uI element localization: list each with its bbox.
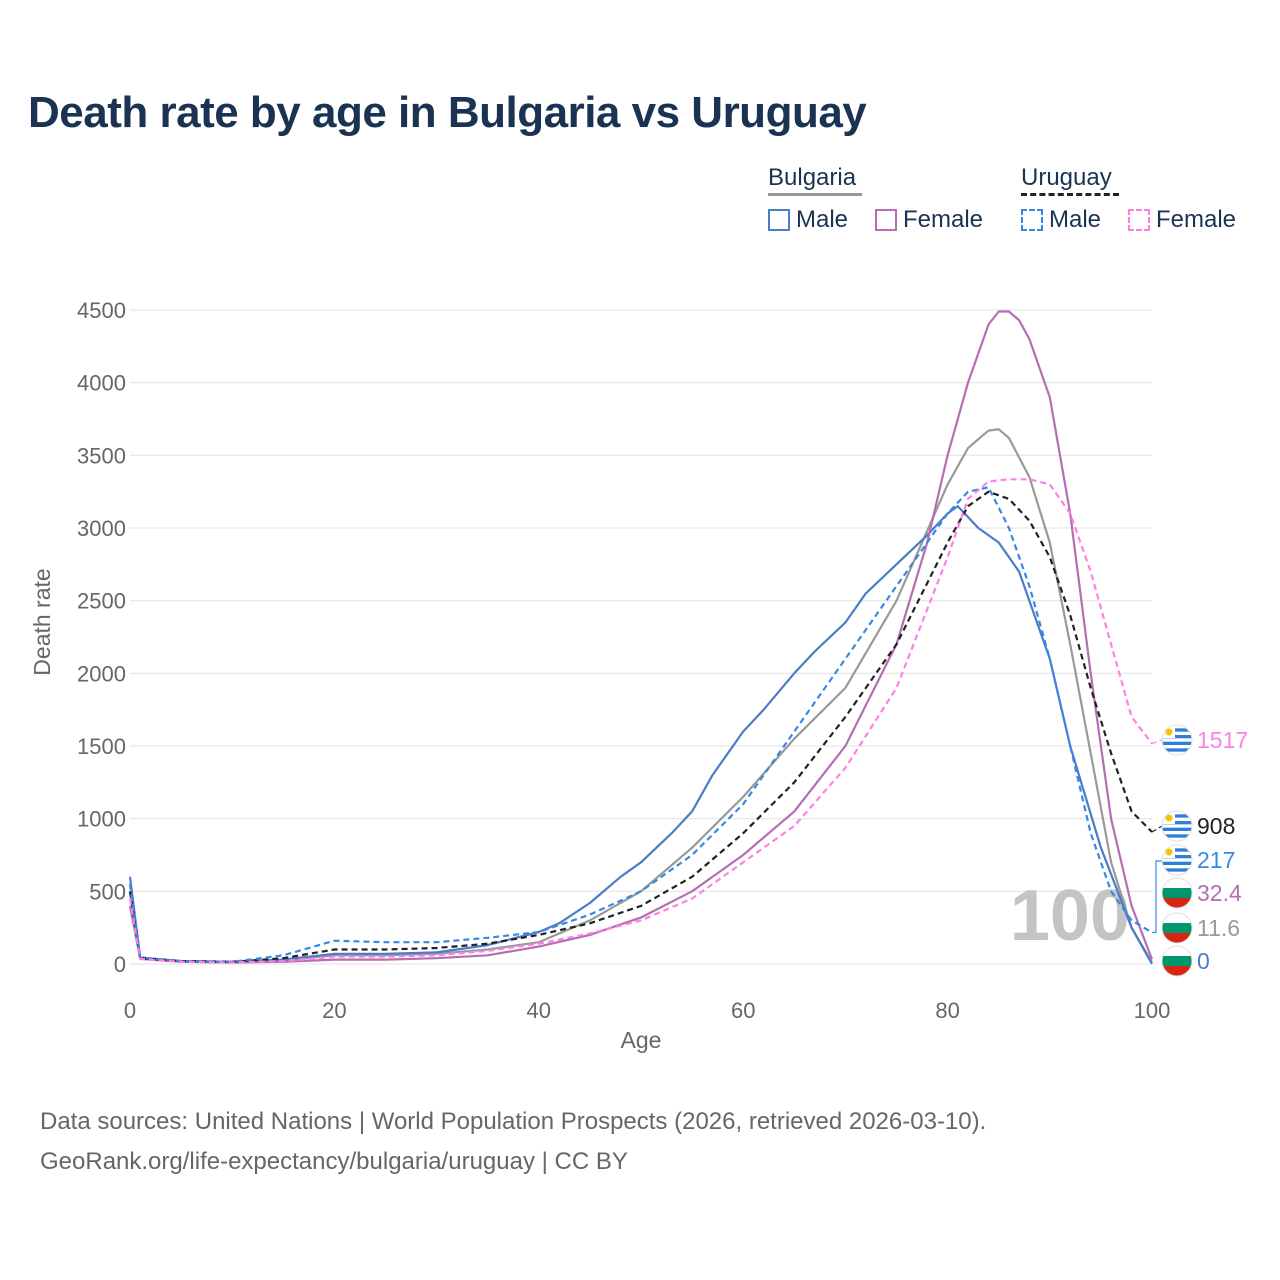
year-annotation: 100 bbox=[1010, 876, 1130, 956]
end-label-bg_female: 32.4 bbox=[1197, 880, 1242, 906]
legend-country-bulgaria: Bulgaria bbox=[768, 164, 857, 191]
legend-label: Female bbox=[903, 206, 984, 233]
bulgaria-flag-icon bbox=[1161, 945, 1193, 977]
y-tick-label: 2000 bbox=[77, 661, 126, 686]
legend-item-uruguay-male[interactable]: Male bbox=[1021, 206, 1101, 234]
legend-label: Female bbox=[1156, 206, 1237, 233]
source-line-2: GeoRank.org/life-expectancy/bulgaria/uru… bbox=[40, 1148, 628, 1175]
x-tick-label: 60 bbox=[731, 998, 755, 1023]
x-tick-label: 20 bbox=[322, 998, 346, 1023]
bulgaria-flag-icon bbox=[1161, 877, 1193, 909]
x-tick-label: 40 bbox=[527, 998, 551, 1023]
legend-swatch-icon bbox=[1021, 209, 1043, 231]
series-line-uy_male bbox=[128, 486, 1153, 963]
bulgaria-flag-icon bbox=[1161, 912, 1193, 944]
legend-item-bulgaria-female[interactable]: Female bbox=[875, 206, 983, 234]
y-tick-label: 4000 bbox=[77, 371, 126, 396]
series-line-bg_total bbox=[128, 428, 1153, 963]
end-label-uy_total: 908 bbox=[1197, 813, 1235, 839]
y-tick-label: 4500 bbox=[77, 298, 126, 323]
series-line-uy_female bbox=[128, 478, 1153, 964]
legend-item-uruguay-female[interactable]: Female bbox=[1128, 206, 1236, 234]
source-line-1: Data sources: United Nations | World Pop… bbox=[40, 1108, 987, 1135]
y-tick-label: 500 bbox=[89, 879, 126, 904]
legend-label: Male bbox=[796, 206, 849, 233]
y-tick-label: 1000 bbox=[77, 807, 126, 832]
end-label-uy_female: 1517 bbox=[1197, 727, 1248, 753]
chart-title: Death rate by age in Bulgaria vs Uruguay bbox=[28, 88, 867, 137]
y-tick-label: 3000 bbox=[77, 516, 126, 541]
grid-lines bbox=[130, 309, 1152, 965]
legend-swatch-icon bbox=[768, 209, 790, 231]
series-lines bbox=[128, 310, 1154, 965]
legend-country-uruguay: Uruguay bbox=[1021, 164, 1112, 191]
y-tick-label: 0 bbox=[114, 952, 126, 977]
uruguay-flag-icon bbox=[1161, 724, 1193, 756]
y-axis-title: Death rate bbox=[29, 568, 55, 675]
legend-label: Male bbox=[1049, 206, 1102, 233]
end-label-bg_male: 0 bbox=[1197, 948, 1210, 974]
x-tick-label: 80 bbox=[935, 998, 959, 1023]
y-tick-label: 1500 bbox=[77, 734, 126, 759]
legend-underline-bulgaria bbox=[768, 193, 862, 196]
label-connector bbox=[1151, 739, 1163, 745]
uruguay-flag-icon bbox=[1161, 844, 1193, 876]
x-tick-label: 0 bbox=[124, 998, 136, 1023]
legend-swatch-icon bbox=[875, 209, 897, 231]
legend-swatch-icon bbox=[1128, 209, 1150, 231]
y-tick-label: 3500 bbox=[77, 443, 126, 468]
legend-underline-uruguay bbox=[1021, 193, 1119, 196]
end-label-uy_male: 217 bbox=[1197, 847, 1235, 873]
series-line-bg_female bbox=[128, 310, 1154, 964]
series-line-bg_male bbox=[128, 505, 1153, 965]
label-connector bbox=[1151, 825, 1163, 833]
x-axis-title: Age bbox=[621, 1027, 662, 1053]
label-connector bbox=[1152, 860, 1162, 934]
legend-item-bulgaria-male[interactable]: Male bbox=[768, 206, 848, 234]
end-label-bg_total: 11.6 bbox=[1197, 915, 1240, 941]
end-labels: 11.6 0 32.4 908 217 1517 bbox=[1151, 724, 1248, 977]
axis-ticks: 0 500 1000 1500 2000 2500 3000 3500 4000 4500 0 20 4… bbox=[77, 298, 1170, 1023]
x-tick-label: 100 bbox=[1134, 998, 1171, 1023]
y-tick-label: 2500 bbox=[77, 589, 126, 614]
uruguay-flag-icon bbox=[1161, 810, 1193, 842]
